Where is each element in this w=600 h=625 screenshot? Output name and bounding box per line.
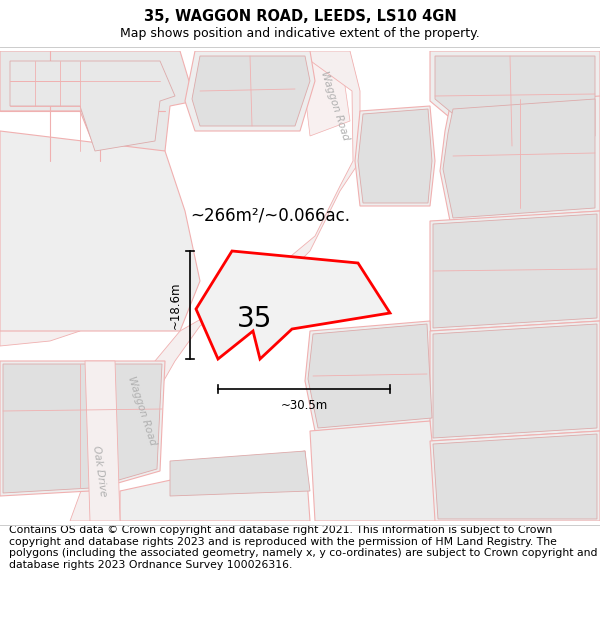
Polygon shape: [430, 321, 600, 441]
Polygon shape: [308, 324, 432, 428]
Polygon shape: [443, 99, 595, 218]
Polygon shape: [0, 361, 165, 496]
Text: Map shows position and indicative extent of the property.: Map shows position and indicative extent…: [120, 27, 480, 40]
Polygon shape: [185, 51, 315, 131]
Polygon shape: [358, 109, 432, 203]
Polygon shape: [0, 131, 200, 331]
Polygon shape: [0, 51, 195, 161]
Text: Contains OS data © Crown copyright and database right 2021. This information is : Contains OS data © Crown copyright and d…: [9, 525, 598, 570]
Polygon shape: [196, 251, 390, 359]
Polygon shape: [355, 106, 435, 206]
Polygon shape: [85, 361, 120, 521]
Polygon shape: [435, 56, 595, 146]
Polygon shape: [192, 56, 310, 126]
Polygon shape: [310, 421, 440, 521]
Polygon shape: [430, 211, 600, 331]
Text: 35: 35: [237, 305, 272, 333]
Text: Oak Drive: Oak Drive: [91, 445, 109, 497]
Polygon shape: [433, 324, 597, 438]
Polygon shape: [433, 434, 597, 519]
Polygon shape: [430, 51, 600, 151]
Polygon shape: [170, 451, 310, 496]
Polygon shape: [70, 51, 360, 521]
Polygon shape: [0, 191, 80, 346]
Text: 35, WAGGON ROAD, LEEDS, LS10 4GN: 35, WAGGON ROAD, LEEDS, LS10 4GN: [143, 9, 457, 24]
Polygon shape: [305, 321, 435, 431]
Text: Waggon Road: Waggon Road: [319, 70, 351, 142]
Polygon shape: [120, 451, 310, 521]
Polygon shape: [430, 431, 600, 521]
Polygon shape: [433, 214, 597, 328]
Text: ~30.5m: ~30.5m: [280, 399, 328, 412]
Text: Waggon Road: Waggon Road: [126, 375, 158, 447]
Text: ~266m²/~0.066ac.: ~266m²/~0.066ac.: [190, 207, 350, 225]
Polygon shape: [10, 61, 175, 151]
Polygon shape: [3, 364, 162, 493]
Text: ~18.6m: ~18.6m: [169, 281, 182, 329]
Polygon shape: [300, 51, 350, 136]
Polygon shape: [440, 96, 600, 221]
